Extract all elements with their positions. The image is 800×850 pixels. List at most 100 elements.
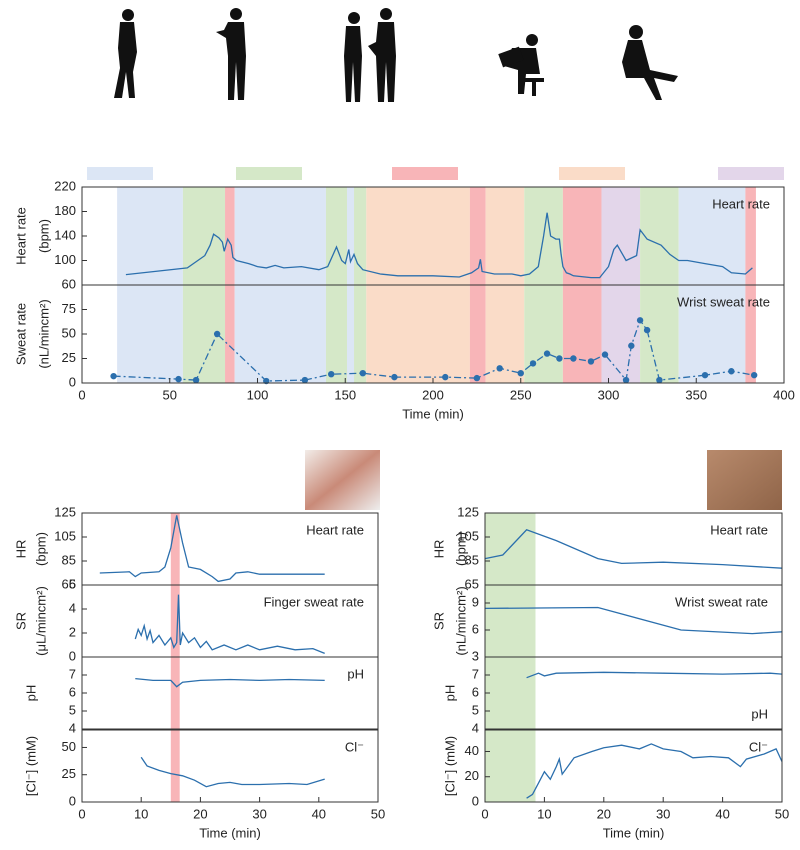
data-point: [359, 370, 366, 377]
data-point: [543, 350, 551, 357]
activity-bar: [559, 167, 625, 180]
y-tick-label: 6: [472, 684, 479, 699]
y-axis-label: (nL/mincm²): [453, 586, 468, 655]
data-point: [728, 368, 735, 375]
y-axis-label: HR: [431, 540, 446, 559]
y-tick-label: 40: [465, 743, 479, 758]
data-line: [113, 318, 755, 382]
y-tick-label: 25: [62, 766, 76, 781]
panel-frame: [81, 656, 379, 730]
activity-bar: [392, 167, 458, 180]
y-axis-label: HR: [13, 540, 28, 559]
arm-photo: [707, 450, 782, 510]
panel-annotation: pH: [751, 706, 768, 721]
y-axis-label: (bpm): [453, 532, 468, 566]
y-tick-label: 3: [472, 648, 479, 663]
x-tick-label: 40: [715, 806, 729, 821]
data-point: [622, 376, 630, 384]
y-tick-label: 50: [62, 739, 76, 754]
activity-bar: [87, 167, 153, 180]
y-tick-label: 100: [54, 252, 76, 267]
panel-annotation: Wrist sweat rate: [675, 594, 768, 609]
y-tick-label: 125: [54, 504, 76, 519]
x-tick-label: 300: [598, 387, 620, 402]
y-tick-label: 180: [54, 203, 76, 218]
data-point: [643, 326, 651, 334]
y-tick-label: 5: [69, 702, 76, 717]
data-point: [192, 376, 200, 384]
silhouettes: [114, 8, 678, 102]
data-line: [125, 212, 753, 279]
panel-annotation: Heart rate: [710, 522, 768, 537]
x-axis-label: Time (min): [603, 825, 665, 840]
x-tick-label: 200: [422, 387, 444, 402]
x-axis-label: Time (min): [199, 825, 261, 840]
data-point: [442, 373, 449, 381]
data-point: [601, 351, 609, 358]
standing-person: [216, 8, 246, 100]
x-tick-label: 30: [656, 806, 670, 821]
y-tick-label: 4: [472, 720, 479, 735]
y-tick-label: 5: [472, 702, 479, 717]
y-axis-label: pH: [23, 685, 38, 702]
y-tick-label: 85: [465, 552, 479, 567]
y-axis-label: (nL/mincm²): [36, 299, 51, 368]
panel-annotation: Heart rate: [306, 522, 364, 537]
panel-annotation: Wrist sweat rate: [677, 294, 770, 309]
y-axis-label: (μL/mincm²): [33, 586, 48, 656]
y-tick-label: 65: [62, 576, 76, 591]
y-tick-label: 20: [465, 768, 479, 783]
x-tick-label: 250: [510, 387, 532, 402]
x-tick-label: 10: [134, 806, 148, 821]
y-axis-label: SR: [13, 612, 28, 630]
panel-annotation: Finger sweat rate: [264, 594, 364, 609]
data-point: [213, 330, 221, 338]
x-tick-label: 100: [247, 387, 269, 402]
y-tick-label: 25: [62, 350, 76, 365]
y-tick-label: 65: [465, 576, 479, 591]
data-line: [135, 677, 325, 688]
data-line: [484, 606, 783, 635]
seated-laptop-person: [498, 34, 544, 96]
y-tick-label: 0: [69, 793, 76, 808]
data-point: [636, 317, 644, 324]
y-axis-label: [Cl⁻] (mM): [442, 736, 457, 796]
x-tick-label: 50: [775, 806, 789, 821]
x-tick-label: 150: [334, 387, 356, 402]
y-axis-label: [Cl⁻] (mM): [23, 736, 38, 796]
walking-person: [114, 9, 137, 98]
data-point: [701, 371, 709, 379]
x-tick-label: 50: [163, 387, 177, 402]
data-line: [526, 743, 783, 799]
data-point: [391, 373, 398, 381]
x-tick-label: 0: [78, 806, 85, 821]
data-line: [134, 594, 325, 655]
data-point: [473, 374, 481, 382]
y-tick-label: 0: [69, 374, 76, 389]
y-tick-label: 0: [472, 793, 479, 808]
data-line: [526, 671, 783, 679]
finger-photo: [305, 450, 380, 510]
y-tick-label: 50: [62, 325, 76, 340]
y-tick-label: 75: [62, 301, 76, 316]
data-point: [517, 370, 524, 377]
data-point: [175, 375, 182, 383]
data-point: [328, 370, 335, 378]
x-tick-label: 20: [597, 806, 611, 821]
x-tick-label: 10: [537, 806, 551, 821]
y-tick-label: 105: [457, 528, 479, 543]
y-tick-label: 6: [472, 621, 479, 636]
y-axis-label: pH: [442, 685, 457, 702]
data-line: [484, 529, 783, 569]
x-tick-label: 40: [312, 806, 326, 821]
panel-annotation: Heart rate: [712, 196, 770, 211]
y-tick-label: 60: [62, 276, 76, 291]
y-tick-label: 4: [69, 600, 76, 615]
data-point: [496, 365, 503, 372]
y-tick-label: 6: [69, 684, 76, 699]
data-point: [570, 355, 577, 362]
y-axis-label: (bpm): [36, 219, 51, 253]
y-tick-label: 0: [69, 648, 76, 663]
data-point: [587, 358, 595, 365]
